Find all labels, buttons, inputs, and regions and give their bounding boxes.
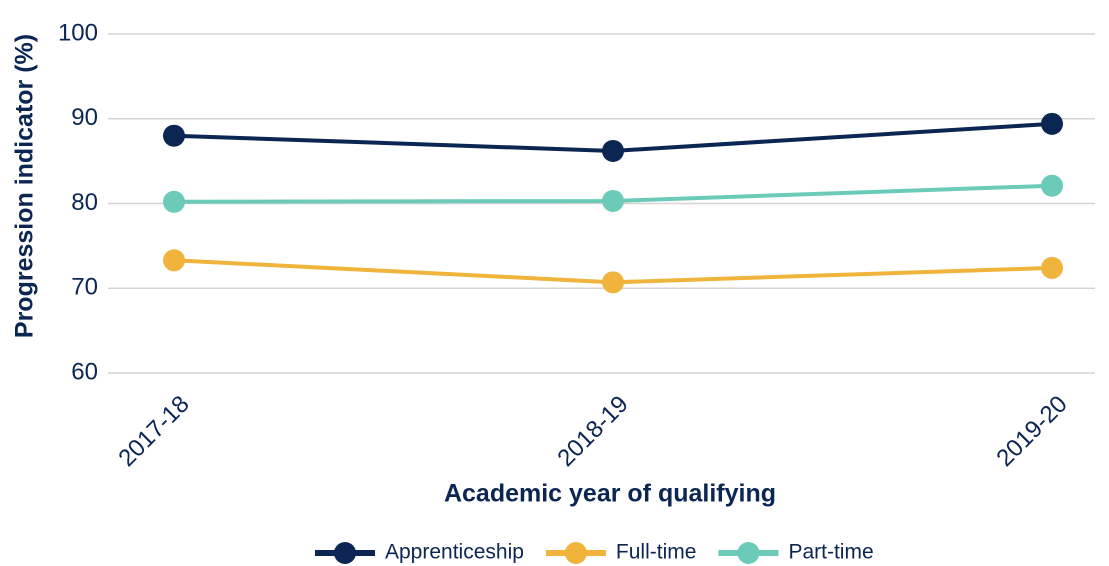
data-point [1041, 174, 1063, 197]
y-tick-label: 100 [58, 19, 98, 46]
legend-label: Full-time [616, 541, 697, 564]
x-tick-label: 2019-20 [991, 391, 1072, 472]
x-tick-label: 2018-19 [552, 391, 633, 472]
x-axis-title: Academic year of qualifying [444, 480, 776, 508]
y-tick-label: 70 [71, 274, 98, 301]
legend-label: Apprenticeship [385, 541, 524, 564]
data-point [163, 124, 185, 147]
x-tick-label: 2017-18 [113, 391, 194, 472]
data-point [602, 189, 624, 212]
data-point [1041, 112, 1063, 135]
legend-marker [334, 542, 356, 564]
data-point [1041, 256, 1063, 279]
y-tick-label: 90 [71, 104, 98, 131]
data-point [163, 190, 185, 213]
data-point [602, 139, 624, 162]
y-tick-label: 60 [71, 358, 98, 385]
data-point [602, 271, 624, 294]
y-tick-label: 80 [71, 189, 98, 216]
legend-label: Part-time [788, 541, 873, 564]
data-point [163, 249, 185, 272]
legend-marker [564, 542, 587, 564]
legend-marker [737, 542, 760, 564]
y-axis-title: Progression indicator (%) [11, 34, 39, 338]
